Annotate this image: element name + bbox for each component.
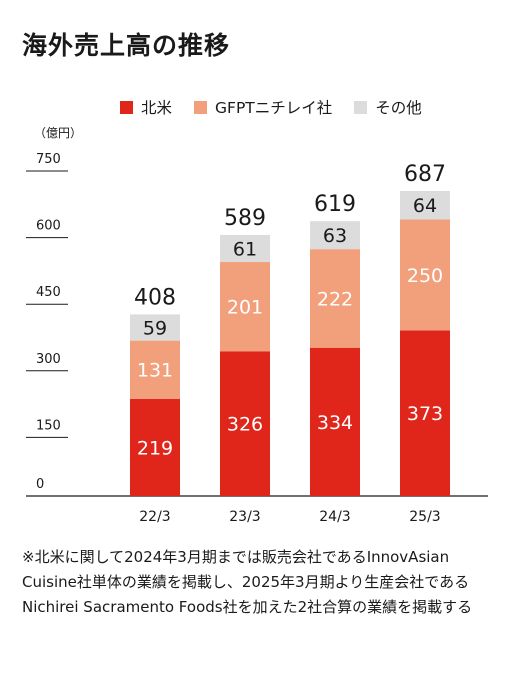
footnote: ※北米に関して2024年3月期までは販売会社であるInnovAsian Cuis…	[22, 548, 473, 616]
total-label: 619	[314, 192, 356, 217]
bar-segment	[400, 330, 450, 496]
legend-item-north-america: 北米	[120, 96, 172, 118]
legend-swatch-north-america	[120, 100, 133, 114]
data-label: 201	[227, 297, 263, 319]
data-label: 64	[413, 195, 437, 217]
x-tick-label: 25/3	[409, 509, 440, 525]
data-label: 63	[323, 225, 347, 247]
bar-segment	[130, 340, 180, 399]
y-axis-unit: （億円）	[34, 126, 83, 140]
data-label: 59	[143, 318, 167, 340]
data-label: 250	[407, 265, 443, 287]
x-tick-label: 23/3	[229, 509, 260, 525]
y-tick-label: 0	[36, 477, 44, 492]
x-tick-label: 24/3	[319, 509, 350, 525]
y-tick-label: 450	[36, 285, 61, 300]
legend-item-other: その他	[354, 96, 422, 118]
total-label: 408	[134, 285, 176, 310]
total-label: 687	[404, 162, 446, 187]
data-label: 373	[407, 403, 443, 425]
bar-segment	[310, 221, 360, 250]
legend-swatch-other	[354, 100, 368, 114]
data-label: 61	[233, 238, 257, 260]
total-label: 589	[224, 206, 266, 231]
chart-title: 海外売上高の推移	[22, 31, 231, 60]
data-label: 222	[317, 288, 353, 310]
bar-segment	[310, 347, 360, 496]
y-tick-label: 150	[36, 418, 61, 433]
bar-segment	[400, 219, 450, 331]
bar-segment	[310, 249, 360, 348]
bar-segment	[130, 314, 180, 341]
legend-swatch-gfpt	[194, 100, 208, 114]
data-label: 131	[137, 360, 173, 382]
y-tick-label: 300	[36, 352, 61, 367]
chart-legend: 北米 GFPTニチレイ社 その他	[120, 96, 422, 118]
bar-segment	[130, 398, 180, 496]
y-tick-label: 750	[36, 152, 61, 167]
data-label: 334	[317, 412, 353, 434]
bar-segment	[220, 262, 270, 352]
legend-item-gfpt: GFPTニチレイ社	[194, 96, 332, 118]
y-tick-label: 600	[36, 219, 61, 234]
x-tick-label: 22/3	[139, 509, 170, 525]
data-label: 326	[227, 414, 263, 436]
legend-label-gfpt: GFPTニチレイ社	[215, 99, 333, 117]
bar-segment	[220, 234, 270, 263]
data-label: 219	[137, 437, 173, 459]
bar-segment	[220, 351, 270, 496]
legend-label-north-america: 北米	[141, 99, 173, 117]
bar-segment	[400, 190, 450, 220]
legend-label-other: その他	[375, 99, 422, 117]
